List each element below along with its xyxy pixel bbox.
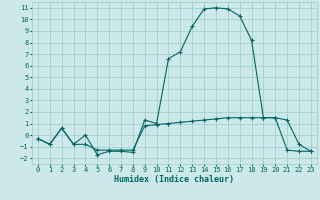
X-axis label: Humidex (Indice chaleur): Humidex (Indice chaleur) xyxy=(115,175,234,184)
